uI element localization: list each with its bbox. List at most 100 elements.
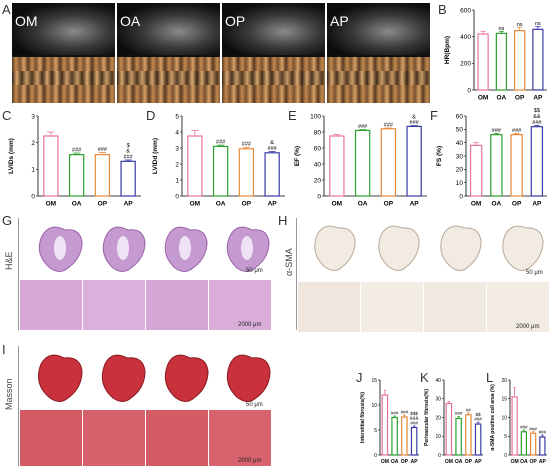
y-tick-label: 20: [456, 167, 464, 174]
he-micro-ap: [209, 280, 271, 330]
echo-image-op: OP: [222, 3, 325, 103]
significance-label: ###: [268, 146, 278, 152]
sma-label: α-SMA: [284, 248, 294, 276]
panel-letter-b: B: [438, 2, 447, 17]
significance-label: &&&: [410, 416, 419, 421]
panel-letter-a: A: [2, 2, 11, 17]
echo-image-om: OM: [12, 3, 115, 103]
significance-label: ###: [384, 123, 394, 129]
bar-op: [465, 414, 472, 456]
echo-image-oa: OA: [117, 3, 220, 103]
x-tick-label: OM: [445, 459, 453, 465]
significance-label: ###: [391, 411, 399, 416]
x-tick-label: OP: [401, 459, 409, 465]
panel-letter-c: C: [2, 108, 12, 123]
x-tick-label: OA: [391, 459, 399, 465]
x-tick-label: OA: [358, 201, 368, 208]
y-tick-label: 30: [456, 153, 464, 160]
he-scale-small: 50 μm: [246, 268, 263, 274]
sma-heart-row: [314, 225, 544, 271]
chart-j: 0 5 10 15 Interstitial fibrosis(%) OM OA ### OP #…: [360, 378, 419, 465]
significance-label: ###: [410, 120, 420, 126]
y-tick-label: 4: [175, 129, 179, 136]
y-tick-label: 10: [456, 180, 464, 187]
y-tick-label: 2: [175, 161, 179, 168]
x-tick-label: OM: [190, 201, 200, 208]
y-axis-label: EF (%): [294, 146, 301, 166]
y-axis-label: FS (%): [436, 146, 443, 166]
x-tick-label: OM: [511, 459, 519, 465]
y-tick-label: 30: [435, 397, 441, 403]
x-tick-label: OM: [478, 95, 488, 102]
bar-om: [43, 135, 59, 197]
significance-label: $: [127, 143, 130, 149]
panel-letter-d: D: [146, 108, 156, 123]
masson-micro-op: [146, 410, 208, 466]
bar-op: [94, 154, 111, 197]
bar-oa: [68, 154, 85, 197]
y-tick-label: 0: [317, 193, 321, 200]
panel-letter-k: K: [420, 370, 429, 385]
x-tick-label: AP: [268, 201, 278, 208]
y-tick-label: 1: [31, 167, 35, 174]
y-tick-label: 5: [175, 113, 179, 120]
x-tick-label: OA: [520, 459, 528, 465]
echo-label-oa: OA: [120, 13, 141, 29]
x-tick-label: AP: [475, 459, 483, 465]
y-tick-label: 0: [31, 193, 35, 200]
significance-label: ###: [358, 124, 368, 130]
bar-oa: [212, 145, 229, 197]
significance-label: ###: [474, 417, 482, 422]
bar-oa: [495, 32, 507, 91]
y-tick-label: 100: [310, 113, 321, 120]
echo-label-om: OM: [15, 13, 38, 29]
masson-scale-large: 2000 μm: [238, 458, 262, 464]
significance-label: ###: [520, 424, 528, 429]
sma-heart-om: [314, 225, 356, 271]
masson-label: Masson: [4, 378, 14, 410]
bar-op: [529, 432, 537, 456]
y-tick-label: 3: [31, 113, 35, 120]
y-tick-label: 0: [459, 193, 463, 200]
y-tick-label: 0: [438, 453, 441, 459]
significance-label: ###: [72, 148, 82, 154]
he-label: H&E: [4, 251, 14, 270]
bar-om: [477, 33, 489, 91]
x-tick-label: OP: [242, 201, 252, 208]
x-tick-label: AP: [124, 201, 134, 208]
y-tick-label: 20: [501, 378, 507, 384]
chart-k: 0 10 20 30 40 Perivascular fibrosis(%) OM OA ###…: [424, 378, 483, 465]
x-tick-label: OA: [216, 201, 226, 208]
y-tick-label: 200: [460, 61, 471, 68]
significance-label: ###: [529, 426, 537, 431]
y-tick-label: 40: [435, 378, 441, 384]
masson-micro-oa: [83, 410, 145, 466]
chart-b: 0 200 400 600 HR(Bpm) OM OA ns OP ns AP ns: [444, 7, 547, 102]
x-tick-label: OA: [492, 201, 502, 208]
masson-micro-ap: [209, 410, 271, 466]
bar-om: [329, 135, 345, 197]
significance-label: $$: [534, 108, 540, 114]
significance-label: ###: [216, 140, 226, 146]
y-axis-label: Perivascular fibrosis(%): [424, 389, 430, 446]
bar-op: [401, 416, 408, 456]
y-tick-label: 10: [501, 415, 507, 421]
x-tick-label: OP: [530, 459, 538, 465]
sma-heart-oa: [378, 225, 420, 271]
panel-letter-f: F: [430, 108, 438, 123]
y-tick-label: 0: [175, 193, 179, 200]
y-axis-label: α-SMA positive cell area (%): [490, 384, 496, 451]
masson-heart-om: [38, 354, 83, 402]
masson-heart-op: [164, 354, 209, 402]
panel-letter-j: J: [356, 370, 363, 385]
bar-oa: [455, 417, 462, 456]
x-tick-label: AP: [539, 459, 547, 465]
y-tick-label: 20: [435, 415, 441, 421]
bar-om: [511, 396, 518, 456]
bar-ap: [120, 160, 136, 197]
y-tick-label: 80: [314, 129, 322, 136]
y-tick-label: 600: [460, 7, 471, 14]
y-tick-label: 60: [314, 145, 322, 152]
